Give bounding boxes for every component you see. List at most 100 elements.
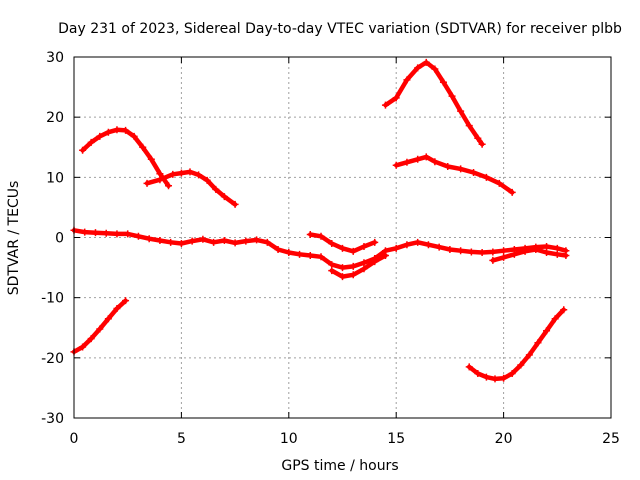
data-point-arc-4-0 bbox=[381, 101, 389, 109]
data-point-arc-2-0 bbox=[143, 179, 151, 187]
data-point-arc-7-32 bbox=[414, 238, 422, 246]
y-tick-label-3: 0 bbox=[55, 231, 64, 247]
series-line-arc-9 bbox=[329, 253, 388, 279]
data-point-arc-3-6 bbox=[122, 297, 130, 305]
data-point-arc-6-6 bbox=[517, 361, 525, 369]
data-point-arc-2-3 bbox=[177, 169, 185, 177]
data-point-arc-7-44 bbox=[543, 243, 551, 251]
data-point-arc-2-7 bbox=[212, 185, 220, 193]
data-point-arc-7-40 bbox=[500, 247, 508, 255]
data-point-arc-7-20 bbox=[285, 249, 293, 257]
data-point-arc-1-9 bbox=[156, 170, 164, 178]
data-point-arc-4-10 bbox=[474, 134, 482, 142]
data-point-arc-4-11 bbox=[478, 140, 486, 148]
x-tick-label-3: 15 bbox=[387, 431, 405, 447]
data-point-arc-10-1 bbox=[500, 253, 508, 261]
data-point-arc-8-4 bbox=[349, 247, 357, 255]
data-point-arc-7-13 bbox=[210, 238, 218, 246]
data-point-arc-6-2 bbox=[482, 373, 490, 381]
data-point-arc-6-10 bbox=[551, 315, 559, 323]
data-point-arc-7-26 bbox=[349, 262, 357, 270]
data-point-arc-7-7 bbox=[145, 235, 153, 243]
data-point-arc-6-4 bbox=[500, 374, 508, 382]
x-axis-label: GPS time / hours bbox=[281, 458, 398, 474]
data-point-arc-7-8 bbox=[156, 237, 164, 245]
data-point-arc-6-11 bbox=[560, 306, 568, 314]
data-point-arc-8-3 bbox=[339, 244, 346, 252]
data-point-arc-2-2 bbox=[169, 170, 177, 178]
data-point-arc-1-3 bbox=[104, 128, 112, 136]
data-point-arc-7-1 bbox=[81, 228, 89, 236]
data-point-arc-8-2 bbox=[328, 240, 336, 248]
data-point-arc-7-9 bbox=[167, 238, 175, 246]
data-point-arc-4-7 bbox=[448, 92, 456, 100]
data-point-arc-7-18 bbox=[263, 238, 271, 246]
data-point-arc-7-37 bbox=[467, 248, 475, 256]
data-point-arc-10-6 bbox=[553, 250, 561, 258]
data-point-arc-5-10 bbox=[508, 188, 516, 196]
data-point-arc-5-2 bbox=[414, 155, 422, 163]
data-point-arc-4-2 bbox=[403, 76, 411, 84]
data-point-arc-7-19 bbox=[274, 246, 282, 254]
data-point-arc-9-5 bbox=[381, 252, 389, 260]
x-tick-label-2: 10 bbox=[280, 431, 298, 447]
data-point-arc-7-25 bbox=[339, 264, 346, 272]
data-point-arc-7-39 bbox=[489, 248, 497, 256]
data-point-arc-7-36 bbox=[457, 247, 465, 255]
data-point-arc-7-45 bbox=[553, 244, 561, 252]
y-tick-label-1: -20 bbox=[41, 351, 64, 367]
x-axis-ticks: 0 5 10 15 20 25 bbox=[70, 57, 620, 447]
data-point-arc-7-27 bbox=[360, 259, 368, 267]
data-point-arc-1-10 bbox=[165, 182, 173, 190]
data-point-arc-1-6 bbox=[130, 132, 138, 140]
data-point-arc-5-4 bbox=[431, 158, 439, 166]
grid-lines bbox=[74, 57, 611, 418]
y-tick-label-6: 30 bbox=[46, 50, 64, 66]
data-point-arc-7-12 bbox=[199, 235, 207, 243]
data-point-arc-9-1 bbox=[339, 273, 346, 281]
data-point-arc-9-0 bbox=[328, 267, 336, 275]
data-point-arc-9-4 bbox=[371, 258, 379, 266]
data-point-arc-10-4 bbox=[532, 246, 540, 254]
data-point-arc-4-3 bbox=[414, 64, 422, 72]
data-point-arc-8-1 bbox=[317, 232, 325, 240]
data-point-arc-4-1 bbox=[392, 94, 400, 102]
data-point-arc-5-3 bbox=[422, 153, 430, 161]
data-point-arc-2-5 bbox=[195, 171, 203, 179]
data-point-arc-9-2 bbox=[349, 271, 357, 279]
data-point-arc-4-4 bbox=[422, 58, 430, 66]
data-point-arc-7-2 bbox=[91, 229, 99, 237]
data-point-arc-6-3 bbox=[491, 375, 499, 383]
data-point-arc-7-30 bbox=[392, 244, 400, 252]
data-point-arc-7-14 bbox=[220, 237, 228, 245]
x-tick-label-0: 0 bbox=[70, 431, 79, 447]
data-point-arc-6-7 bbox=[525, 351, 533, 359]
data-point-arc-7-31 bbox=[403, 241, 411, 249]
data-point-arc-4-5 bbox=[431, 65, 439, 73]
data-point-arc-7-24 bbox=[328, 261, 336, 269]
data-point-arc-1-5 bbox=[122, 126, 130, 134]
data-point-arc-7-11 bbox=[188, 237, 196, 245]
data-point-arc-3-4 bbox=[104, 315, 112, 323]
y-axis-ticks: -30 -20 -10 0 10 20 30 bbox=[41, 50, 611, 427]
data-point-arc-8-0 bbox=[306, 230, 314, 238]
y-tick-label-5: 20 bbox=[46, 110, 64, 126]
data-point-arc-3-2 bbox=[87, 335, 95, 343]
data-point-arc-9-3 bbox=[360, 265, 368, 273]
data-point-arc-10-7 bbox=[562, 252, 570, 260]
data-point-arc-7-10 bbox=[177, 240, 185, 248]
data-point-arc-6-9 bbox=[543, 327, 551, 335]
data-point-arc-5-5 bbox=[444, 163, 452, 171]
data-point-arc-3-1 bbox=[79, 343, 87, 351]
series-layer bbox=[70, 58, 570, 383]
data-point-arc-1-0 bbox=[79, 146, 87, 154]
data-point-arc-2-8 bbox=[220, 193, 228, 201]
data-point-arc-10-5 bbox=[543, 249, 551, 257]
x-tick-label-1: 5 bbox=[177, 431, 186, 447]
data-point-arc-4-6 bbox=[439, 78, 447, 86]
data-point-arc-1-1 bbox=[87, 138, 95, 146]
data-point-arc-7-35 bbox=[446, 246, 454, 254]
series-line-arc-6 bbox=[466, 307, 566, 382]
data-point-arc-5-8 bbox=[482, 173, 490, 181]
data-point-arc-4-9 bbox=[465, 122, 473, 130]
